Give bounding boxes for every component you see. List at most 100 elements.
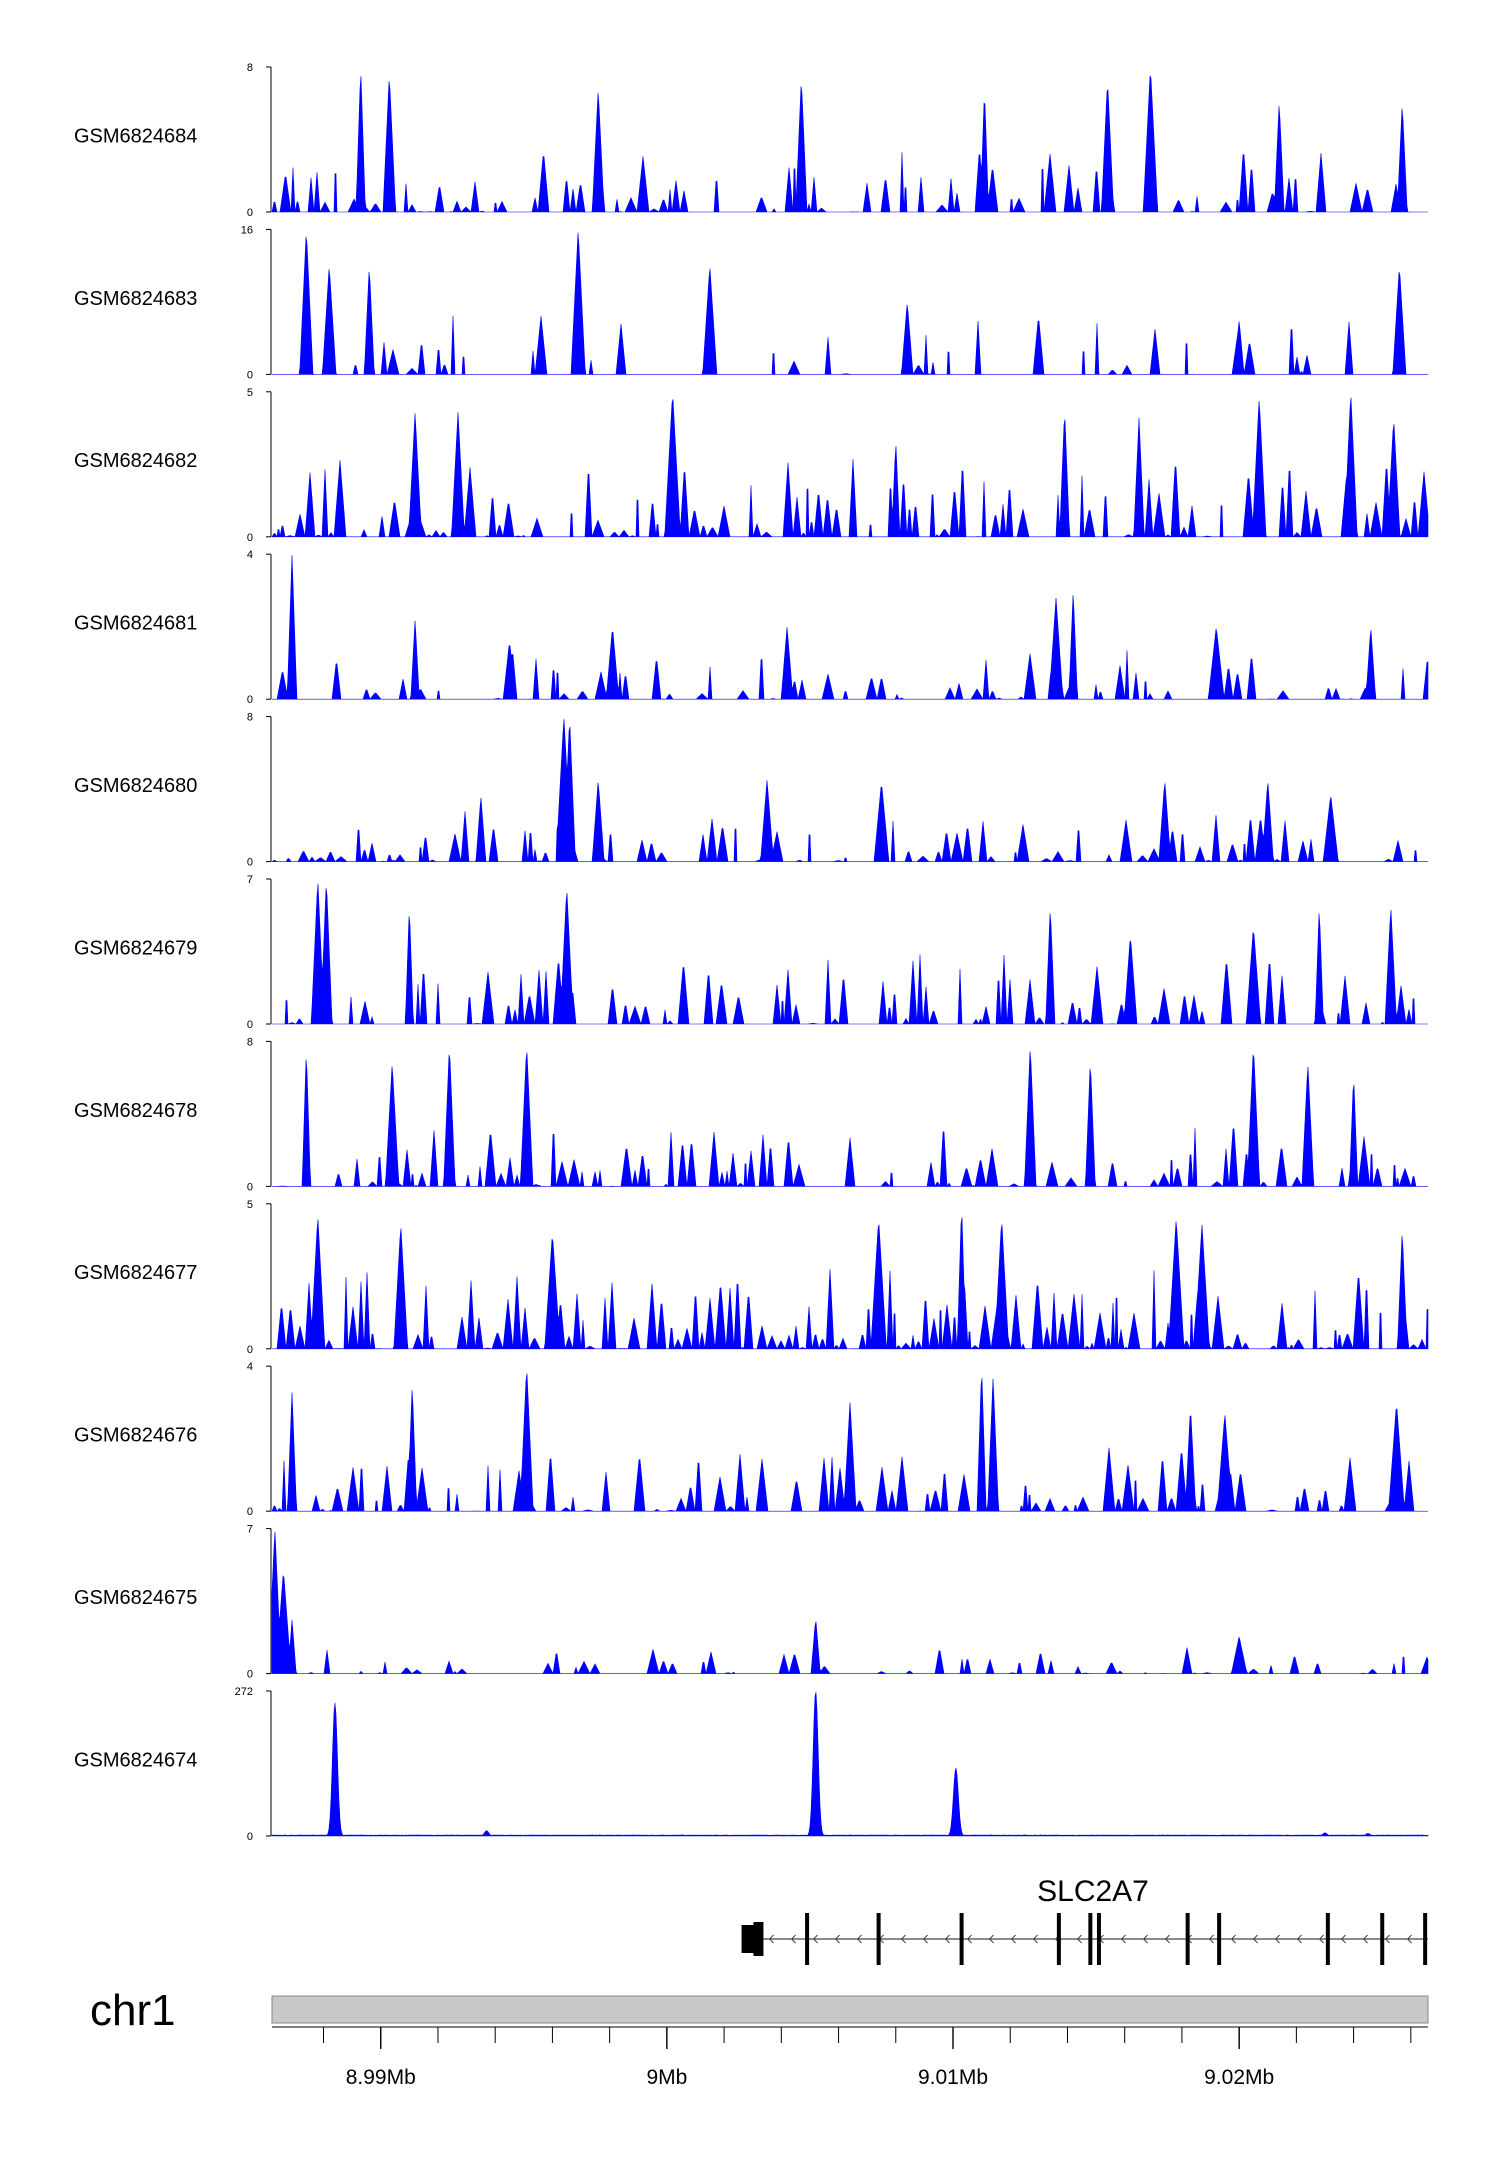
coverage-tracks: GSM682468480GSM6824683160GSM682468250GSM…	[74, 62, 1429, 1843]
axis-tick-label: 8.99Mb	[346, 2066, 416, 2089]
y-min-label: 0	[247, 1019, 253, 1031]
chromosome-ideogram: chr1	[90, 1986, 1429, 2035]
y-min-label: 0	[247, 1669, 253, 1681]
y-max-label: 8	[247, 1036, 253, 1048]
exon	[1380, 1913, 1385, 1965]
gene-label: SLC2A7	[1037, 1875, 1149, 1908]
strand-arrow	[1142, 1934, 1148, 1944]
strand-arrow	[1032, 1934, 1038, 1944]
exon	[1088, 1913, 1093, 1965]
strand-arrow	[790, 1934, 796, 1944]
coverage-track: GSM6824679 7 0	[74, 874, 1428, 1031]
exon	[1056, 1913, 1061, 1965]
utr-block	[741, 1925, 754, 1953]
coverage-track: GSM6824675 7 0	[74, 1524, 1429, 1681]
strand-arrow	[1120, 1934, 1126, 1944]
y-max-label: 272	[235, 1686, 253, 1698]
strand-arrow	[812, 1934, 818, 1944]
exon	[876, 1913, 881, 1965]
coverage-track: GSM6824677 5 0	[74, 1199, 1429, 1356]
strand-arrow	[1252, 1934, 1258, 1944]
y-min-label: 0	[247, 532, 253, 544]
track-label: GSM6824681	[74, 613, 197, 635]
exon	[805, 1913, 810, 1965]
y-max-label: 16	[241, 224, 253, 236]
strand-arrow	[988, 1934, 994, 1944]
y-max-label: 5	[247, 1199, 253, 1211]
track-label: GSM6824677	[74, 1262, 197, 1284]
exon	[1185, 1913, 1190, 1965]
y-min-label: 0	[247, 1831, 253, 1843]
coverage-track: GSM6824682 5 0	[74, 387, 1429, 544]
y-max-label: 4	[247, 1361, 253, 1373]
exon	[959, 1913, 964, 1965]
coverage-track: GSM6824684 8 0	[74, 62, 1428, 219]
strand-arrow	[1208, 1934, 1214, 1944]
strand-arrow	[900, 1934, 906, 1944]
y-max-label: 8	[247, 62, 253, 74]
coverage-area	[272, 883, 1428, 1026]
strand-arrow	[1296, 1934, 1302, 1944]
coverage-area	[272, 1051, 1428, 1188]
y-min-label: 0	[247, 694, 253, 706]
coverage-track: GSM6824683 16 0	[74, 224, 1428, 381]
y-min-label: 0	[247, 1344, 253, 1356]
strand-arrow	[1318, 1934, 1324, 1944]
y-max-label: 5	[247, 387, 253, 399]
strand-arrow	[1406, 1934, 1412, 1944]
strand-arrow	[1362, 1934, 1368, 1944]
strand-arrow	[1164, 1934, 1170, 1944]
track-label: GSM6824682	[74, 450, 197, 472]
coverage-track: GSM6824680 8 0	[74, 712, 1428, 869]
strand-arrow	[966, 1934, 972, 1944]
y-min-label: 0	[247, 857, 253, 869]
exon	[1423, 1913, 1428, 1965]
coverage-track: GSM6824676 4 0	[74, 1361, 1428, 1518]
strand-arrow	[1384, 1934, 1390, 1944]
coverage-area	[271, 397, 1429, 538]
coverage-area	[271, 1692, 1429, 1837]
axis-tick-label: 9.01Mb	[918, 2066, 988, 2089]
coverage-area	[271, 1373, 1428, 1513]
track-label: GSM6824684	[74, 125, 197, 147]
strand-arrow	[856, 1934, 862, 1944]
genome-axis: 8.99Mb 9Mb 9.01Mb 9.02Mb	[272, 2026, 1428, 2089]
gene-annotation-track: SLC2A7	[741, 1875, 1428, 1965]
strand-arrow	[834, 1934, 840, 1944]
y-max-label: 7	[247, 1524, 253, 1536]
track-label: GSM6824680	[74, 775, 197, 797]
axis-tick-label: 9Mb	[646, 2066, 687, 2089]
y-min-label: 0	[247, 369, 253, 381]
exon	[753, 1922, 764, 1956]
track-label: GSM6824678	[74, 1100, 197, 1122]
coverage-area	[271, 1531, 1429, 1675]
y-min-label: 0	[247, 1181, 253, 1193]
exon	[1217, 1913, 1222, 1965]
chromosome-label: chr1	[90, 1986, 176, 2035]
strand-arrow	[1340, 1934, 1346, 1944]
strand-arrow	[768, 1934, 774, 1944]
coverage-area	[272, 232, 1428, 376]
gene-model	[741, 1913, 1428, 1965]
strand-arrow	[1076, 1934, 1082, 1944]
track-label: GSM6824679	[74, 937, 197, 959]
track-label: GSM6824683	[74, 288, 197, 310]
coverage-track: GSM6824681 4 0	[74, 549, 1429, 706]
track-label: GSM6824676	[74, 1425, 197, 1447]
strand-arrow	[1230, 1934, 1236, 1944]
coverage-area	[271, 75, 1428, 214]
strand-arrow	[1010, 1934, 1016, 1944]
strand-arrow	[1274, 1934, 1280, 1944]
y-max-label: 4	[247, 549, 253, 561]
chromosome-band	[271, 1995, 1429, 2024]
coverage-track: GSM6824674 272 0	[74, 1686, 1429, 1843]
track-label: GSM6824674	[74, 1749, 197, 1771]
y-min-label: 0	[247, 1506, 253, 1518]
coverage-track: GSM6824678 8 0	[74, 1036, 1428, 1193]
exon	[1325, 1913, 1330, 1965]
strand-arrow	[922, 1934, 928, 1944]
axis-tick-label: 9.02Mb	[1204, 2066, 1274, 2089]
coverage-area	[272, 1217, 1429, 1350]
strand-arrow	[944, 1934, 950, 1944]
